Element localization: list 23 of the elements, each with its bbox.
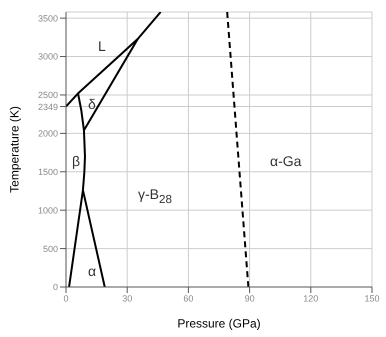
x-tick-label: 60: [183, 293, 194, 304]
y-tick-label: 1000: [38, 205, 58, 216]
x-tick-label: 150: [364, 293, 380, 304]
y-tick-label: 500: [42, 244, 58, 254]
annotation: γ-B$_{28}$: [138, 186, 172, 208]
annotation: L: [98, 38, 106, 54]
annotation: β: [72, 153, 80, 169]
y-axis-title: Temperature (K): [7, 106, 22, 193]
y-tick-label: 1500: [38, 166, 58, 177]
y-tick-label: 3000: [38, 52, 58, 62]
annotation: α-Ga: [270, 153, 302, 169]
x-tick-label: 90: [244, 293, 255, 304]
x-tick-label: 30: [122, 293, 132, 304]
annotation: δ: [88, 96, 96, 112]
y-tick-label: 2000: [38, 128, 58, 139]
y-tick-label: 2500: [38, 90, 58, 100]
y-tick-label: 2349: [38, 102, 58, 112]
y-tick-label: 3500: [38, 13, 58, 24]
x-tick-label: 120: [303, 293, 318, 304]
x-tick-label: 0: [63, 293, 69, 304]
y-tick-label: 0: [52, 282, 58, 292]
annotation: α: [88, 263, 96, 279]
x-axis-title: Pressure (GPa): [177, 316, 261, 331]
